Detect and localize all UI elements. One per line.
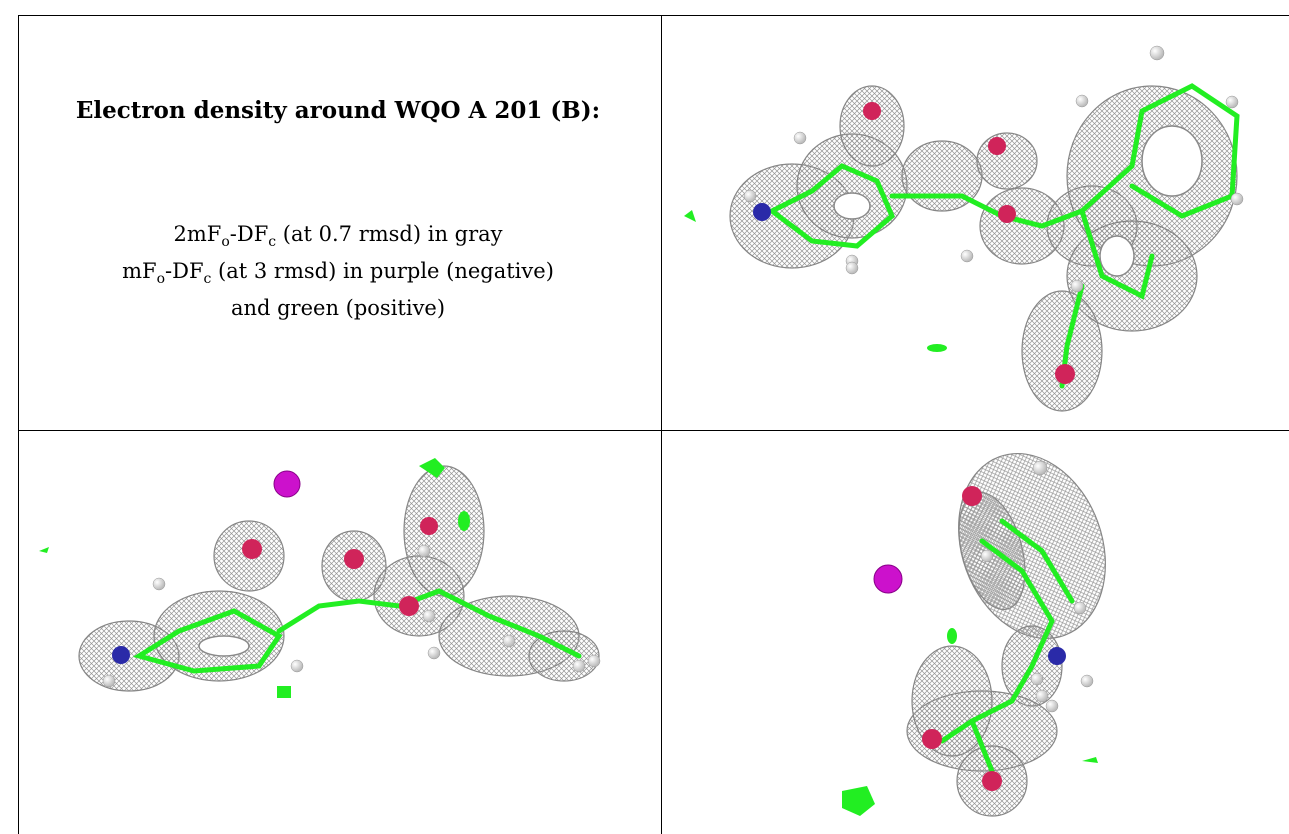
legend-text: (at 0.7 rmsd) in gray bbox=[276, 222, 503, 246]
hydrogen-atoms bbox=[743, 45, 1244, 293]
negative-density-blob bbox=[873, 564, 903, 594]
positive-density-bonds bbox=[132, 588, 582, 674]
legend-line-2: mFo-DFc (at 3 rmsd) in purple (negative) bbox=[18, 257, 658, 294]
left-border bbox=[18, 15, 19, 834]
legend-text: 2mF bbox=[173, 222, 222, 246]
top-border bbox=[18, 15, 1289, 16]
oxygen-atoms bbox=[922, 486, 1002, 791]
oxygen-atoms bbox=[863, 102, 1075, 384]
density-view-bottom-left bbox=[39, 458, 601, 698]
nitrogen-atom bbox=[1048, 647, 1066, 665]
legend-text: (at 3 rmsd) in purple (negative) bbox=[211, 259, 554, 284]
hydrogen-atoms bbox=[102, 544, 601, 688]
density-view-bottom-right bbox=[842, 452, 1106, 817]
density-legend: 2mFo-DFc (at 0.7 rmsd) in gray mFo-DFc (… bbox=[18, 220, 658, 323]
ring-hole bbox=[198, 635, 250, 657]
legend-line-1: 2mFo-DFc (at 0.7 rmsd) in gray bbox=[18, 220, 658, 257]
green-density-blobs bbox=[842, 628, 1098, 816]
density-mesh bbox=[906, 452, 1106, 817]
legend-line-3: and green (positive) bbox=[230, 296, 446, 321]
middle-border bbox=[18, 430, 1289, 431]
oxygen-atoms bbox=[242, 517, 438, 616]
caption-cell: Electron density around WQO A 201 (B): 2… bbox=[18, 15, 658, 425]
nitrogen-atom bbox=[112, 646, 130, 664]
density-view-top bbox=[684, 45, 1244, 412]
green-density-blobs bbox=[39, 458, 470, 698]
figure-title: Electron density around WQO A 201 (B): bbox=[75, 97, 601, 124]
legend-text: mF bbox=[122, 259, 157, 284]
nitrogen-atom bbox=[753, 203, 771, 221]
hydrogen-atoms bbox=[980, 460, 1094, 713]
legend-text: -DF bbox=[165, 259, 204, 284]
negative-density-blob bbox=[273, 470, 301, 498]
legend-text: -DF bbox=[229, 222, 269, 246]
legend-subscript: o bbox=[156, 271, 166, 288]
legend-subscript: c bbox=[203, 271, 212, 288]
positive-density-bonds bbox=[939, 518, 1075, 774]
green-density-blobs bbox=[684, 210, 947, 352]
ring-holes bbox=[833, 125, 1203, 277]
legend-subscript: o bbox=[221, 234, 230, 251]
center-divider bbox=[661, 15, 662, 834]
legend-subscript: c bbox=[268, 234, 277, 251]
